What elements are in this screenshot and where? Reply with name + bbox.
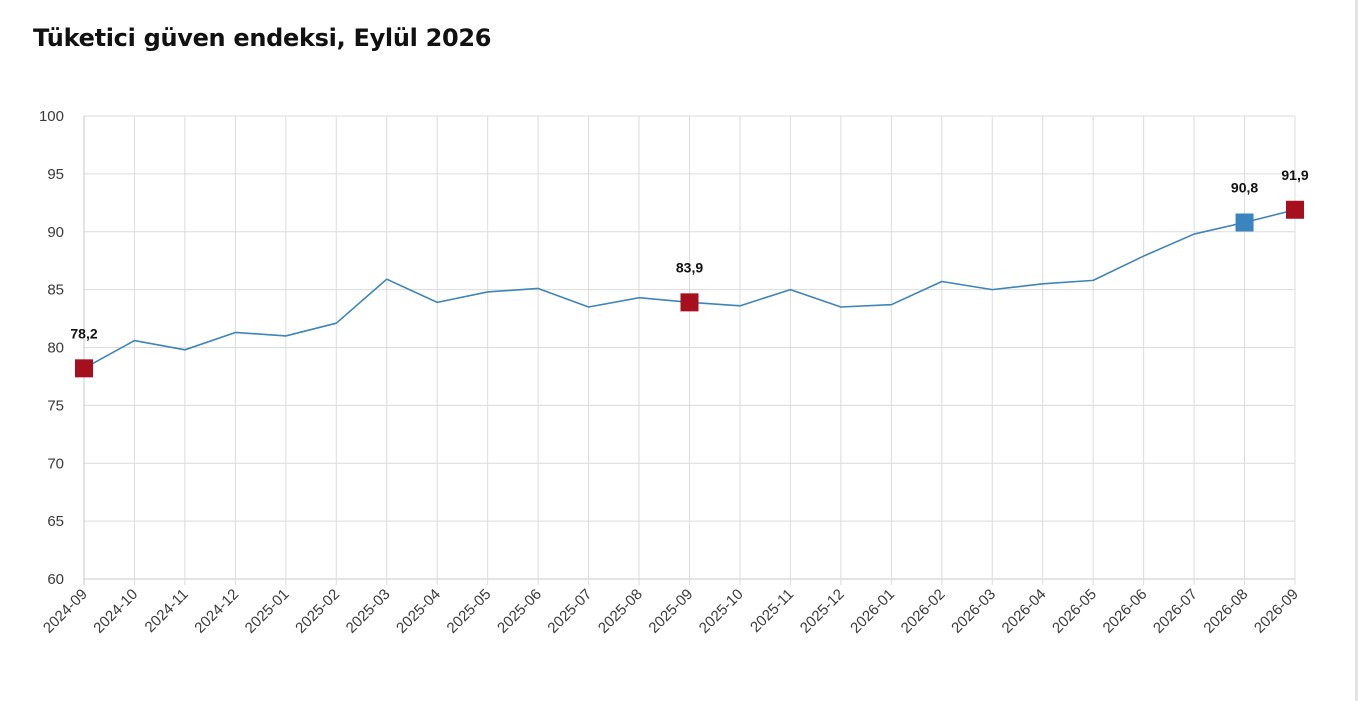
- x-tick-label: 2026-01: [847, 586, 898, 637]
- x-tick-label: 2024-09: [40, 586, 91, 637]
- x-tick-label: 2025-12: [797, 586, 848, 637]
- chart-title: Tüketici güven endeksi, Eylül 2026: [33, 24, 492, 52]
- x-tick-label: 2024-10: [90, 586, 141, 637]
- grid-lines: [83, 115, 1296, 585]
- x-tick-label: 2025-11: [747, 586, 797, 636]
- highlight-markers: 78,2 83,9 90,8 91,9: [70, 167, 1309, 378]
- x-tick-label: 2026-09: [1251, 586, 1302, 637]
- x-tick-label: 2026-08: [1200, 586, 1251, 637]
- x-tick-label: 2025-08: [595, 586, 646, 637]
- x-tick-label: 2026-06: [1099, 586, 1150, 637]
- y-tick-label: 85: [47, 282, 64, 299]
- y-tick-label: 60: [47, 571, 64, 588]
- x-tick-label: 2026-03: [948, 586, 999, 637]
- y-tick-label: 70: [47, 455, 64, 472]
- x-tick-label: 2026-07: [1150, 586, 1201, 637]
- x-tick-label: 2025-03: [343, 586, 394, 637]
- data-label: 78,2: [70, 325, 97, 341]
- x-tick-label: 2024-12: [191, 586, 242, 637]
- x-tick-label: 2024-11: [142, 586, 192, 636]
- x-tick-label: 2025-10: [696, 586, 747, 637]
- x-tick-label: 2025-01: [242, 586, 293, 637]
- y-tick-label: 95: [47, 166, 64, 183]
- x-tick-label: 2025-09: [645, 586, 696, 637]
- data-label: 91,9: [1281, 167, 1308, 183]
- highlight-marker: [75, 359, 93, 378]
- right-scroll-edge: [1355, 0, 1358, 701]
- y-axis: 60 65 70 75 80 85 90 95 100: [39, 108, 64, 588]
- highlight-marker: [1286, 200, 1304, 219]
- y-tick-label: 80: [47, 340, 64, 357]
- x-axis: 2024-09 2024-10 2024-11 2024-12 2025-01 2025-…: [40, 586, 1302, 637]
- y-tick-label: 65: [47, 513, 64, 530]
- x-tick-label: 2025-07: [544, 586, 595, 637]
- x-tick-label: 2025-06: [494, 586, 545, 637]
- highlight-marker: [680, 293, 699, 312]
- x-tick-label: 2026-02: [898, 586, 949, 637]
- y-tick-label: 90: [47, 224, 64, 241]
- data-label: 90,8: [1231, 179, 1258, 195]
- y-tick-label: 100: [39, 108, 64, 125]
- x-tick-label: 2025-02: [292, 586, 343, 637]
- x-tick-label: 2026-05: [1049, 586, 1100, 637]
- x-tick-label: 2025-04: [393, 586, 444, 637]
- x-tick-label: 2026-04: [999, 586, 1050, 637]
- y-tick-label: 75: [47, 397, 64, 414]
- data-label: 83,9: [676, 259, 703, 275]
- x-tick-label: 2025-05: [444, 586, 495, 637]
- highlight-marker: [1235, 213, 1254, 232]
